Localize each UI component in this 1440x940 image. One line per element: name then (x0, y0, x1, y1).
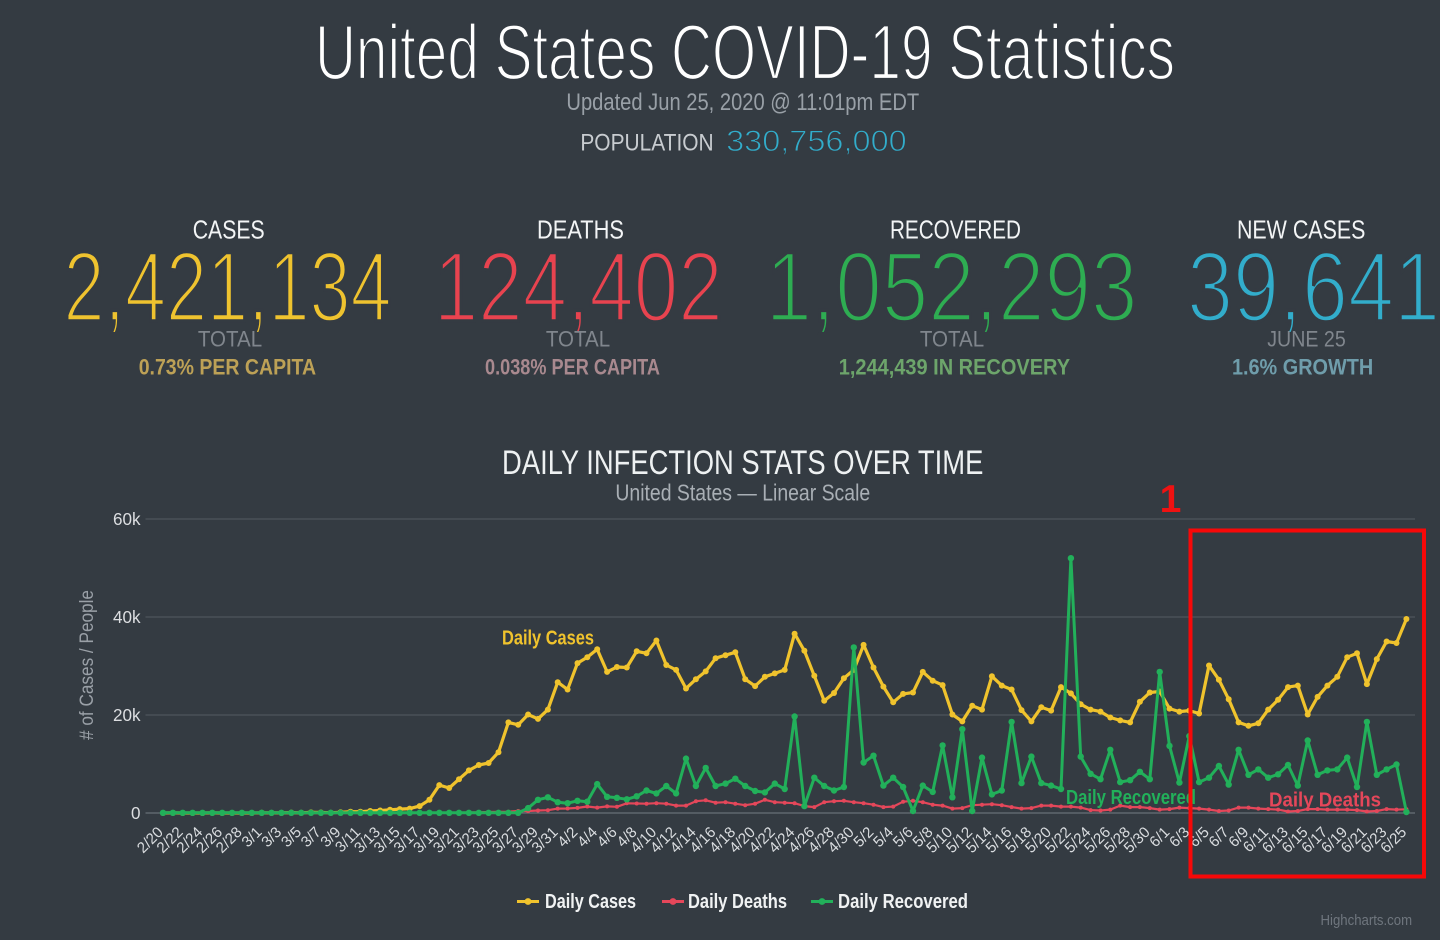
svg-text:CASES: CASES (193, 215, 265, 245)
svg-text:1,244,439 IN RECOVERY: 1,244,439 IN RECOVERY (839, 355, 1070, 380)
svg-text:Daily Cases: Daily Cases (545, 891, 636, 913)
svg-text:United States — Linear Scale: United States — Linear Scale (615, 480, 870, 506)
svg-text:2,421,134: 2,421,134 (64, 232, 392, 343)
svg-text:40k: 40k (113, 608, 141, 627)
svg-text:1,052,293: 1,052,293 (766, 232, 1138, 343)
svg-text:20k: 20k (113, 706, 141, 725)
svg-text:Daily Recovered: Daily Recovered (1066, 787, 1196, 809)
svg-text:DEATHS: DEATHS (537, 215, 624, 245)
svg-text:TOTAL: TOTAL (546, 327, 610, 352)
svg-text:0: 0 (131, 804, 141, 823)
svg-text:39,641: 39,641 (1187, 232, 1440, 343)
svg-text:DAILY INFECTION STATS OVER TIM: DAILY INFECTION STATS OVER TIME (502, 444, 983, 482)
svg-text:TOTAL: TOTAL (198, 327, 262, 352)
svg-text:1.6% GROWTH: 1.6% GROWTH (1232, 355, 1373, 380)
svg-text:POPULATION: POPULATION (580, 129, 713, 156)
svg-text:Daily Recovered: Daily Recovered (838, 891, 968, 913)
svg-text:Updated Jun 25, 2020 @ 11:01pm: Updated Jun 25, 2020 @ 11:01pm EDT (566, 89, 919, 116)
svg-text:JUNE 25: JUNE 25 (1267, 327, 1346, 352)
svg-text:Highcharts.com: Highcharts.com (1321, 913, 1413, 929)
svg-text:United States COVID-19 Statist: United States COVID-19 Statistics (315, 8, 1175, 96)
svg-text:1: 1 (1160, 478, 1182, 521)
svg-text:124,402: 124,402 (434, 232, 723, 343)
svg-text:Daily Cases: Daily Cases (502, 627, 594, 649)
svg-text:Daily Deaths: Daily Deaths (1269, 790, 1381, 812)
svg-text:NEW CASES: NEW CASES (1237, 215, 1366, 245)
svg-text:0.038% PER CAPITA: 0.038% PER CAPITA (485, 355, 660, 380)
svg-text:330,756,000: 330,756,000 (726, 125, 907, 158)
svg-text:# of Cases / People: # of Cases / People (77, 590, 98, 740)
svg-text:RECOVERED: RECOVERED (890, 215, 1021, 245)
svg-text:Daily Deaths: Daily Deaths (688, 891, 787, 913)
svg-text:0.73% PER CAPITA: 0.73% PER CAPITA (139, 355, 316, 380)
svg-text:TOTAL: TOTAL (920, 327, 984, 352)
svg-text:60k: 60k (113, 510, 141, 529)
